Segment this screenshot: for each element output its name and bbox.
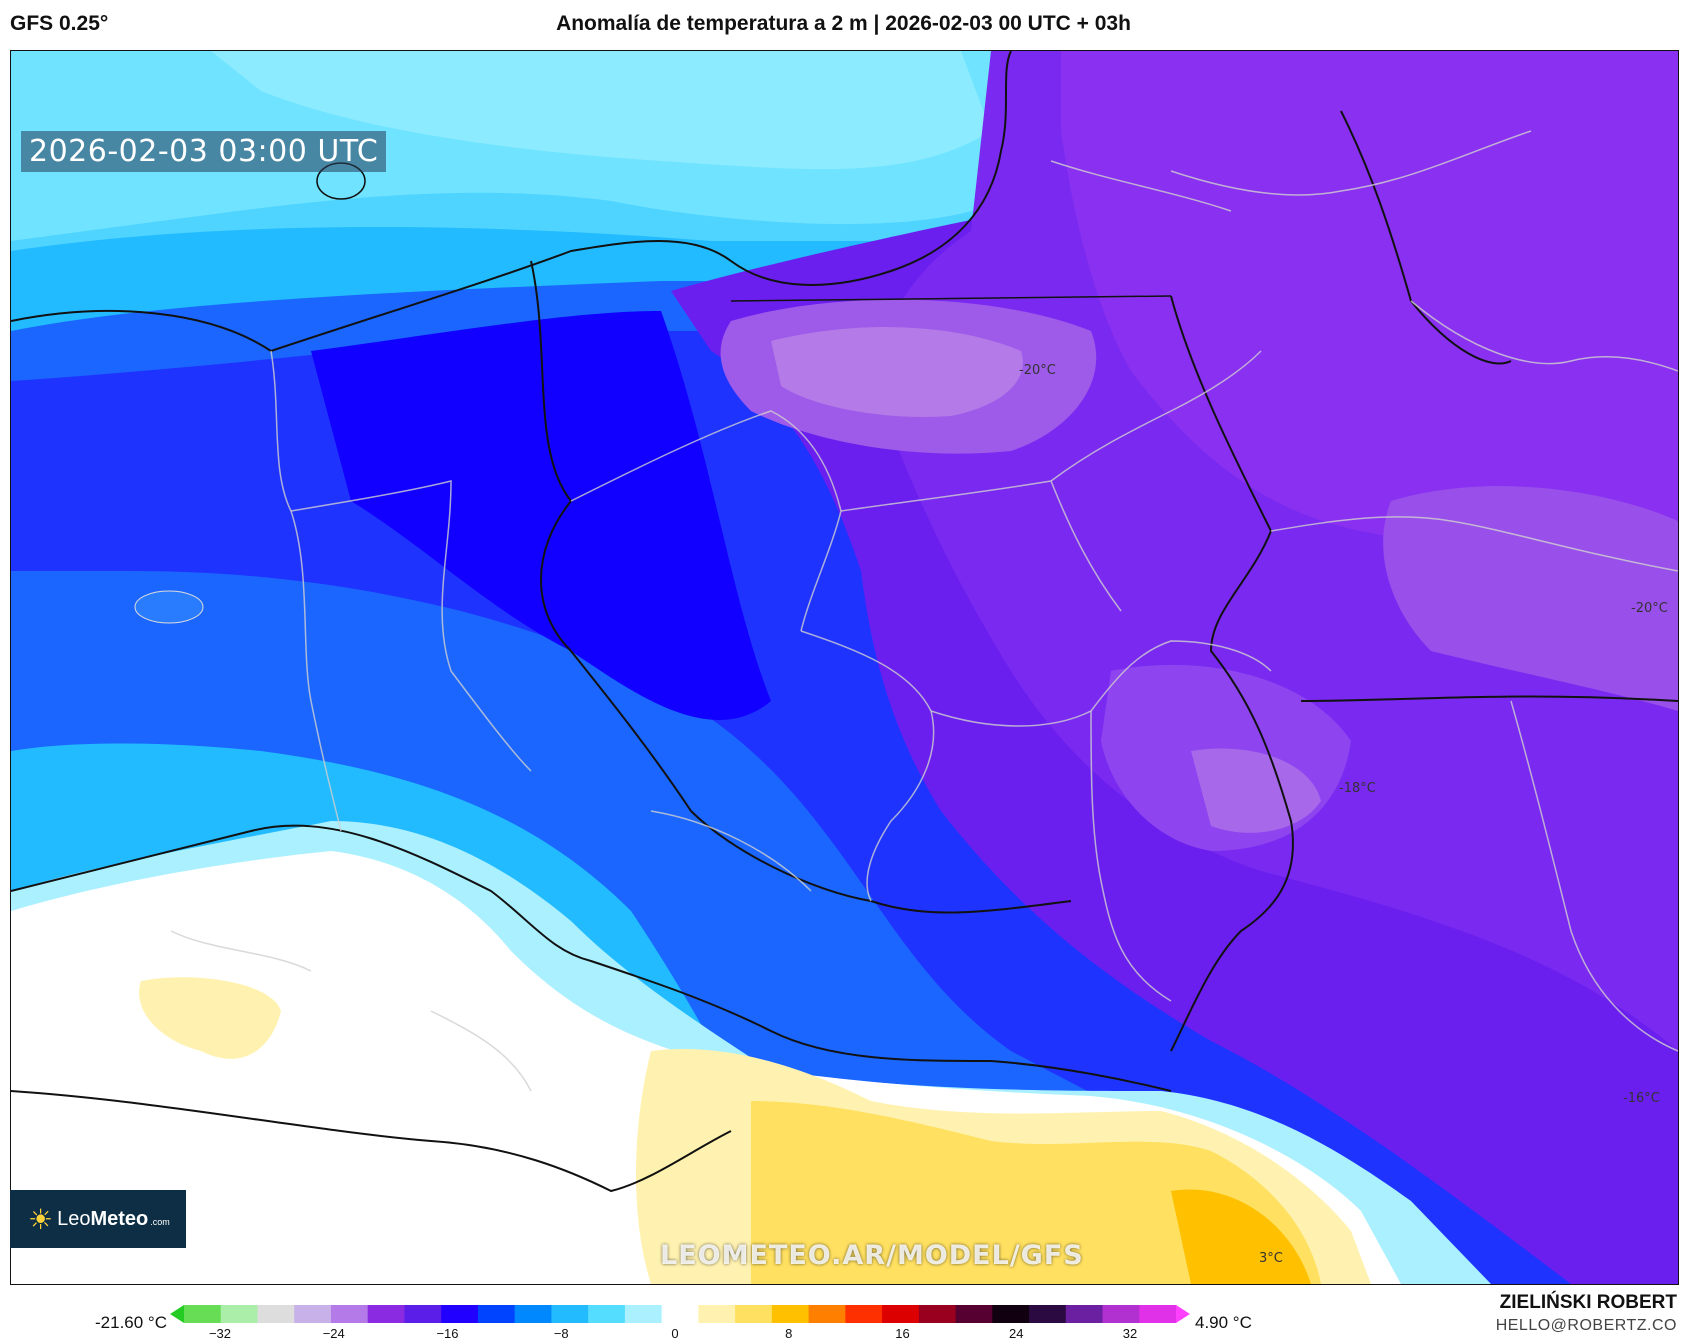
colorbar-cell [294, 1305, 332, 1323]
contour-label: -16°C [1623, 1091, 1660, 1106]
colorbar-tick-label: −16 [436, 1326, 459, 1341]
author-name: ZIELIŃSKI ROBERT [1499, 1292, 1677, 1313]
colorbar-cell [551, 1305, 589, 1323]
colorbar-min-label: -21.60 °C [95, 1313, 168, 1332]
model-label: GFS 0.25° [10, 12, 109, 35]
colorbar-cell [918, 1305, 957, 1323]
contour-label: 3°C [1259, 1251, 1283, 1266]
colorbar-max-label: 4.90 °C [1195, 1313, 1252, 1332]
map-fill [11, 51, 1678, 1284]
colorbar-cell [771, 1305, 810, 1323]
colorbar-cell [698, 1305, 736, 1323]
author-email: HELLO@ROBERTZ.CO [1495, 1317, 1677, 1334]
colorbar-cell [184, 1305, 222, 1323]
colorbar-cell [1102, 1305, 1140, 1323]
colorbar-cell [257, 1305, 295, 1323]
colorbar-cell [588, 1305, 626, 1323]
colorbar-cell [367, 1305, 405, 1323]
colorbar-cell [1139, 1305, 1177, 1323]
colorbar-cell [330, 1305, 369, 1323]
colorbar-cell [735, 1305, 773, 1323]
temperature-anomaly-map: 2026-02-03 03:00 UTC -20°C -20°C -18°C -… [10, 50, 1679, 1285]
colorbar-tick-label: 24 [1009, 1326, 1024, 1341]
colorbar-cell [1065, 1305, 1104, 1323]
contour-label: -18°C [1339, 781, 1376, 796]
contour-label: -20°C [1019, 363, 1056, 378]
logo-name-bold: Meteo [90, 1207, 149, 1230]
sun-icon: ☀ [28, 1203, 54, 1235]
colorbar-cell [624, 1305, 663, 1323]
contour-label: -20°C [1631, 601, 1668, 616]
colorbar-cell [220, 1305, 258, 1323]
timestamp-label: 2026-02-03 03:00 UTC [21, 131, 387, 172]
watermark: LEOMETEO.AR/MODEL/GFS [660, 1240, 1084, 1271]
colorbar-cell [992, 1305, 1030, 1323]
colorbar-cell [514, 1305, 552, 1323]
colorbar-tick-label: −24 [322, 1326, 345, 1341]
colorbar-cell [1029, 1305, 1067, 1323]
colorbar-cell [404, 1305, 442, 1323]
colorbar-cell [845, 1305, 883, 1323]
colorbar-tick-label: 32 [1122, 1326, 1138, 1341]
colorbar-cell [882, 1305, 920, 1323]
colorbar-tick-label: −32 [208, 1326, 232, 1341]
colorbar-cell [808, 1305, 846, 1323]
colorbar-cell [441, 1305, 479, 1323]
colorbar-cell [1176, 1305, 1190, 1323]
leometeo-logo: ☀ Leo Meteo .com [10, 1190, 186, 1248]
colorbar-cell [955, 1305, 993, 1323]
colorbar-tick-label: 0 [671, 1326, 679, 1341]
colorbar-tick-label: 16 [895, 1326, 910, 1341]
colorbar [170, 1305, 1190, 1323]
colorbar-tick-label: −8 [553, 1326, 569, 1341]
colorbar-cell [170, 1305, 184, 1323]
map-title: Anomalía de temperatura a 2 m | 2026-02-… [556, 12, 1131, 35]
colorbar-tick-label: 8 [785, 1326, 793, 1341]
colorbar-cell [661, 1305, 699, 1323]
logo-suffix: .com [150, 1217, 170, 1227]
logo-name-light: Leo [57, 1207, 91, 1230]
colorbar-cell [477, 1305, 516, 1323]
